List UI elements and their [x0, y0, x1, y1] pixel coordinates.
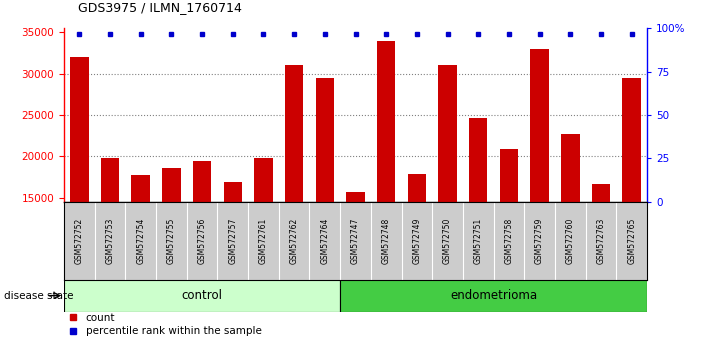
Bar [162, 168, 181, 202]
Bar [469, 118, 488, 202]
Text: GSM572747: GSM572747 [351, 217, 360, 264]
Bar [340, 280, 647, 312]
Bar [316, 78, 334, 202]
Bar [70, 57, 89, 202]
Bar [255, 158, 272, 202]
Text: GSM572753: GSM572753 [105, 217, 114, 264]
Text: control: control [181, 289, 223, 302]
Bar [132, 175, 150, 202]
Text: GSM572754: GSM572754 [137, 217, 145, 264]
Text: GSM572748: GSM572748 [382, 218, 390, 264]
Text: GSM572764: GSM572764 [321, 217, 329, 264]
Text: GSM572761: GSM572761 [259, 218, 268, 264]
Text: GSM572762: GSM572762 [289, 218, 299, 264]
Text: GDS3975 / ILMN_1760714: GDS3975 / ILMN_1760714 [78, 1, 242, 14]
Bar [530, 49, 549, 202]
Text: GSM572749: GSM572749 [412, 217, 422, 264]
Bar [407, 174, 426, 202]
Bar [223, 182, 242, 202]
Text: GSM572758: GSM572758 [504, 218, 513, 264]
Text: GSM572750: GSM572750 [443, 217, 452, 264]
Text: GSM572752: GSM572752 [75, 218, 84, 264]
Text: GSM572756: GSM572756 [198, 217, 207, 264]
Bar [500, 149, 518, 202]
Bar [622, 78, 641, 202]
Text: GSM572759: GSM572759 [535, 217, 544, 264]
Text: GSM572757: GSM572757 [228, 217, 237, 264]
Bar [377, 41, 395, 202]
Text: disease state: disease state [4, 291, 73, 301]
Bar [561, 134, 579, 202]
Bar [193, 161, 211, 202]
Text: GSM572760: GSM572760 [566, 217, 574, 264]
Legend: count, percentile rank within the sample: count, percentile rank within the sample [69, 313, 262, 336]
Bar [439, 65, 456, 202]
Text: GSM572755: GSM572755 [167, 217, 176, 264]
Bar [101, 158, 119, 202]
Bar [346, 192, 365, 202]
Bar [285, 65, 304, 202]
Text: GSM572763: GSM572763 [597, 217, 606, 264]
Text: endometrioma: endometrioma [450, 289, 537, 302]
Text: GSM572751: GSM572751 [474, 218, 483, 264]
Bar [64, 280, 340, 312]
Bar [592, 184, 610, 202]
Text: GSM572765: GSM572765 [627, 217, 636, 264]
